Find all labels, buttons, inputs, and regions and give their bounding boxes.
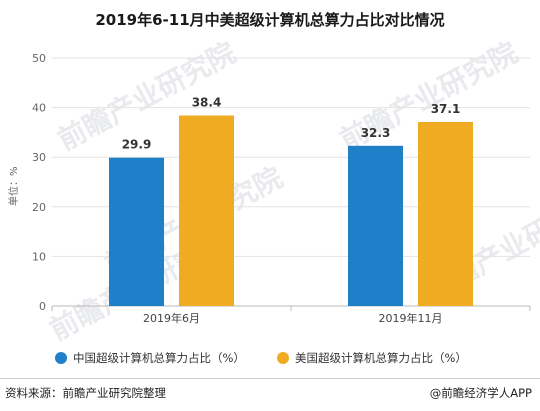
y-tick-label: 10 xyxy=(32,250,46,263)
bar xyxy=(348,145,403,306)
data-label: 38.4 xyxy=(192,96,222,110)
data-label: 32.3 xyxy=(361,126,391,140)
data-label: 29.9 xyxy=(122,138,152,152)
bar xyxy=(109,157,164,306)
y-tick-label: 0 xyxy=(39,300,46,313)
y-tick-label: 40 xyxy=(32,102,46,115)
x-tick-label: 2019年6月 xyxy=(143,311,200,325)
legend-label-usa: 美国超级计算机总算力占比（%） xyxy=(295,351,467,365)
footer-divider xyxy=(0,378,540,379)
y-tick-label: 30 xyxy=(32,151,46,164)
legend: 中国超级计算机总算力占比（%） 美国超级计算机总算力占比（%） xyxy=(0,350,540,366)
legend-dot-china xyxy=(55,352,67,364)
x-tick-label: 2019年11月 xyxy=(379,311,443,325)
bar xyxy=(418,121,473,306)
chart-title: 2019年6-11月中美超级计算机总算力占比对比情况 xyxy=(95,11,445,29)
legend-item-usa: 美国超级计算机总算力占比（%） xyxy=(277,350,467,366)
y-tick-label: 20 xyxy=(32,201,46,214)
source-note: 资料来源：前瞻产业研究院整理 xyxy=(5,386,166,400)
brand-credit: @前瞻经济学人APP xyxy=(429,386,532,400)
legend-label-china: 中国超级计算机总算力占比（%） xyxy=(73,351,245,365)
y-tick-label: 50 xyxy=(32,52,46,65)
bar-chart: 0 10 20 30 40 50 2019年6月 29.9 38.4 2019年11月 32.3 37… xyxy=(32,52,531,325)
data-label: 37.1 xyxy=(431,102,461,116)
legend-item-china: 中国超级计算机总算力占比（%） xyxy=(55,350,245,366)
bar xyxy=(179,115,234,306)
legend-dot-usa xyxy=(277,352,289,364)
